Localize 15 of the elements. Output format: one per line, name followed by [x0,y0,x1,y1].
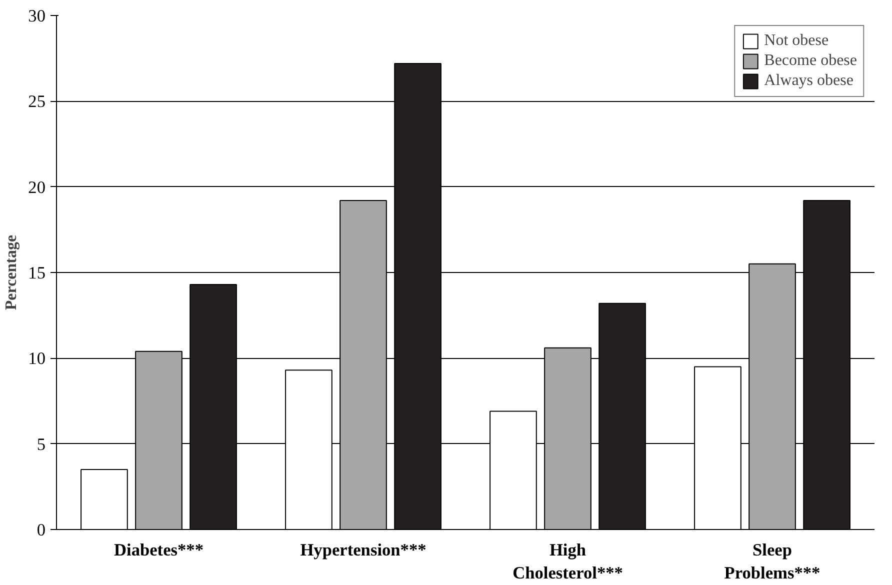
legend-label: Always obese [764,72,854,90]
legend-label: Become obese [764,52,857,70]
y-tick-label: 0 [36,520,46,540]
y-axis-title: Percentage [3,234,20,310]
x-tick-label: Hypertension*** [300,540,426,560]
y-tick-label: 10 [28,349,46,368]
y-tick-label: 5 [36,434,46,454]
legend-label: Not obese [764,32,829,50]
x-tick-label: Diabetes*** [114,540,204,560]
x-tick-label: Sleep Problems*** [724,540,820,582]
y-tick-label: 30 [28,6,46,26]
x-tick-label: High Cholesterol*** [512,540,623,582]
y-tick-label: 25 [28,92,46,112]
y-tick-label: 15 [28,264,46,282]
y-tick-label: 20 [28,178,46,197]
